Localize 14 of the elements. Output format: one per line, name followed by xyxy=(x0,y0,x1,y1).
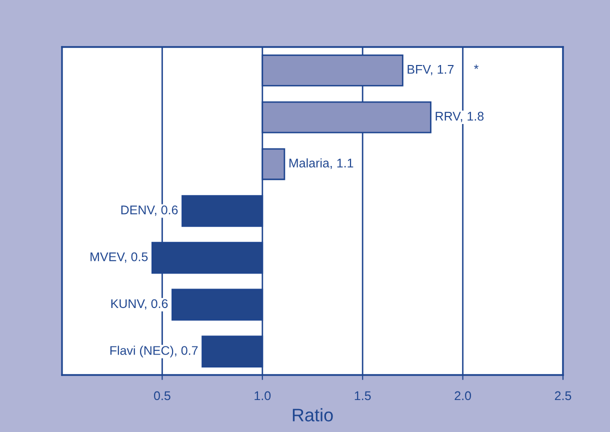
x-tick-label: 0.5 xyxy=(154,391,170,400)
x-tick-label: 2.5 xyxy=(554,391,572,400)
data-label: KUNV, 0.6 xyxy=(111,299,168,310)
data-label: RRV, 1.8 xyxy=(436,112,484,122)
data-label: DENV, 0.6 xyxy=(121,206,178,216)
x-tick-label: 2.0 xyxy=(454,391,471,400)
x-tick-label: 1.5 xyxy=(354,391,371,400)
annotation: * xyxy=(474,64,478,69)
data-label: Flavi (NEC), 0.7 xyxy=(110,346,198,358)
x-axis-title: Ratio xyxy=(292,408,333,422)
data-label: MVEV, 0.5 xyxy=(90,252,148,263)
x-tick-label: 1.0 xyxy=(254,391,271,400)
data-label: BFV, 1.7 xyxy=(408,65,454,76)
data-label: Malaria, 1.1 xyxy=(289,158,354,169)
